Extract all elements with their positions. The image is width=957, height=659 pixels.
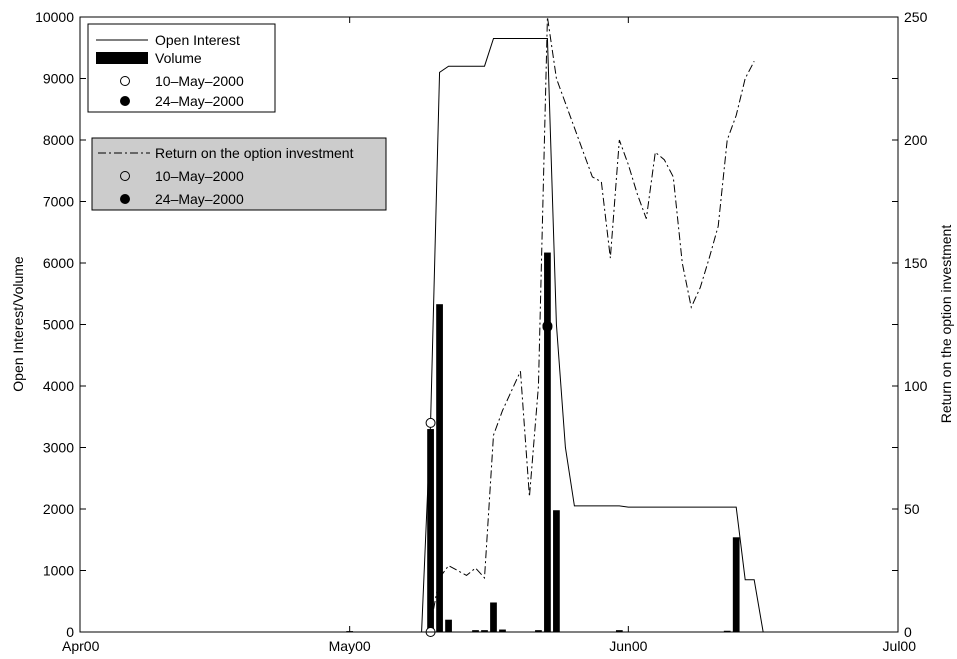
- x-tick-label: May00: [329, 638, 371, 654]
- right-axis-label: Return on the option investment: [938, 225, 954, 424]
- legend-return-label: Return on the option investment: [155, 145, 354, 161]
- left-tick-label: 7000: [43, 194, 74, 210]
- volume-bar: [544, 252, 551, 633]
- volume-bar: [723, 630, 731, 632]
- legend-open-interest-label: Open Interest: [155, 32, 240, 48]
- volume-bar: [615, 630, 623, 632]
- return-line: [430, 16, 755, 625]
- legend-10-may-label: 10–May–2000: [155, 73, 244, 89]
- left-tick-label: 1000: [43, 563, 74, 579]
- volume-bar: [553, 510, 560, 632]
- left-axis-label: Open Interest/Volume: [10, 256, 26, 392]
- legend-24-may-marker: [120, 96, 130, 106]
- legend-volume-label: Volume: [155, 50, 202, 66]
- legend-return-24-may-marker: [120, 194, 130, 204]
- right-axis: 0 50 100 150 200 250: [892, 9, 928, 640]
- left-tick-label: 0: [66, 624, 74, 640]
- volume-bar: [436, 304, 443, 632]
- legend-return-24-may-label: 24–May–2000: [155, 191, 244, 207]
- right-tick-label: 0: [904, 624, 912, 640]
- right-tick-label: 100: [904, 378, 928, 394]
- volume-bar: [732, 537, 740, 632]
- volume-bar: [472, 630, 479, 632]
- legend-10-may-marker: [120, 76, 130, 86]
- volume-bar: [481, 630, 488, 632]
- volume-bar: [499, 629, 506, 632]
- left-tick-label: 10000: [35, 9, 74, 25]
- volume-bar: [427, 429, 434, 632]
- right-tick-label: 250: [904, 9, 928, 25]
- legend-right: Return on the option investment 10–May–2…: [91, 137, 387, 211]
- legend-return-10-may-marker: [120, 171, 130, 181]
- x-axis: Apr00 May00 Jun00 Jul00: [62, 17, 916, 654]
- volume-bar: [445, 619, 452, 632]
- left-tick-label: 6000: [43, 255, 74, 271]
- x-tick-label: Apr00: [62, 638, 100, 654]
- legend-return-10-may-label: 10–May–2000: [155, 168, 244, 184]
- left-tick-label: 9000: [43, 71, 74, 87]
- legend-volume-swatch: [96, 52, 148, 64]
- left-tick-label: 4000: [43, 378, 74, 394]
- left-axis: 0 1000 2000 3000 4000 5000 6000 7000 8000 9000 100…: [35, 9, 898, 640]
- volume-bar: [535, 630, 542, 632]
- left-tick-label: 3000: [43, 440, 74, 456]
- x-tick-label: Jun00: [609, 638, 647, 654]
- legend-24-may-label: 24–May–2000: [155, 93, 244, 109]
- left-tick-label: 2000: [43, 501, 74, 517]
- x-tick-label: Jul00: [883, 638, 917, 654]
- right-tick-label: 200: [904, 132, 928, 148]
- left-tick-label: 5000: [43, 317, 74, 333]
- left-tick-label: 8000: [43, 132, 74, 148]
- volume-bars: [346, 252, 740, 633]
- legend-left: Open Interest Volume 10–May–2000 24–May–…: [87, 23, 276, 113]
- legend-left-box: [87, 23, 276, 113]
- date-markers: [425, 320, 553, 637]
- marker-10-may-open-interest: [425, 417, 436, 428]
- right-tick-label: 150: [904, 255, 928, 271]
- legend-right-box: [91, 137, 387, 211]
- marker-24-may-return: [542, 321, 553, 332]
- right-tick-label: 50: [904, 501, 920, 517]
- volume-bar: [490, 602, 497, 632]
- open-interest-line: [349, 38, 764, 633]
